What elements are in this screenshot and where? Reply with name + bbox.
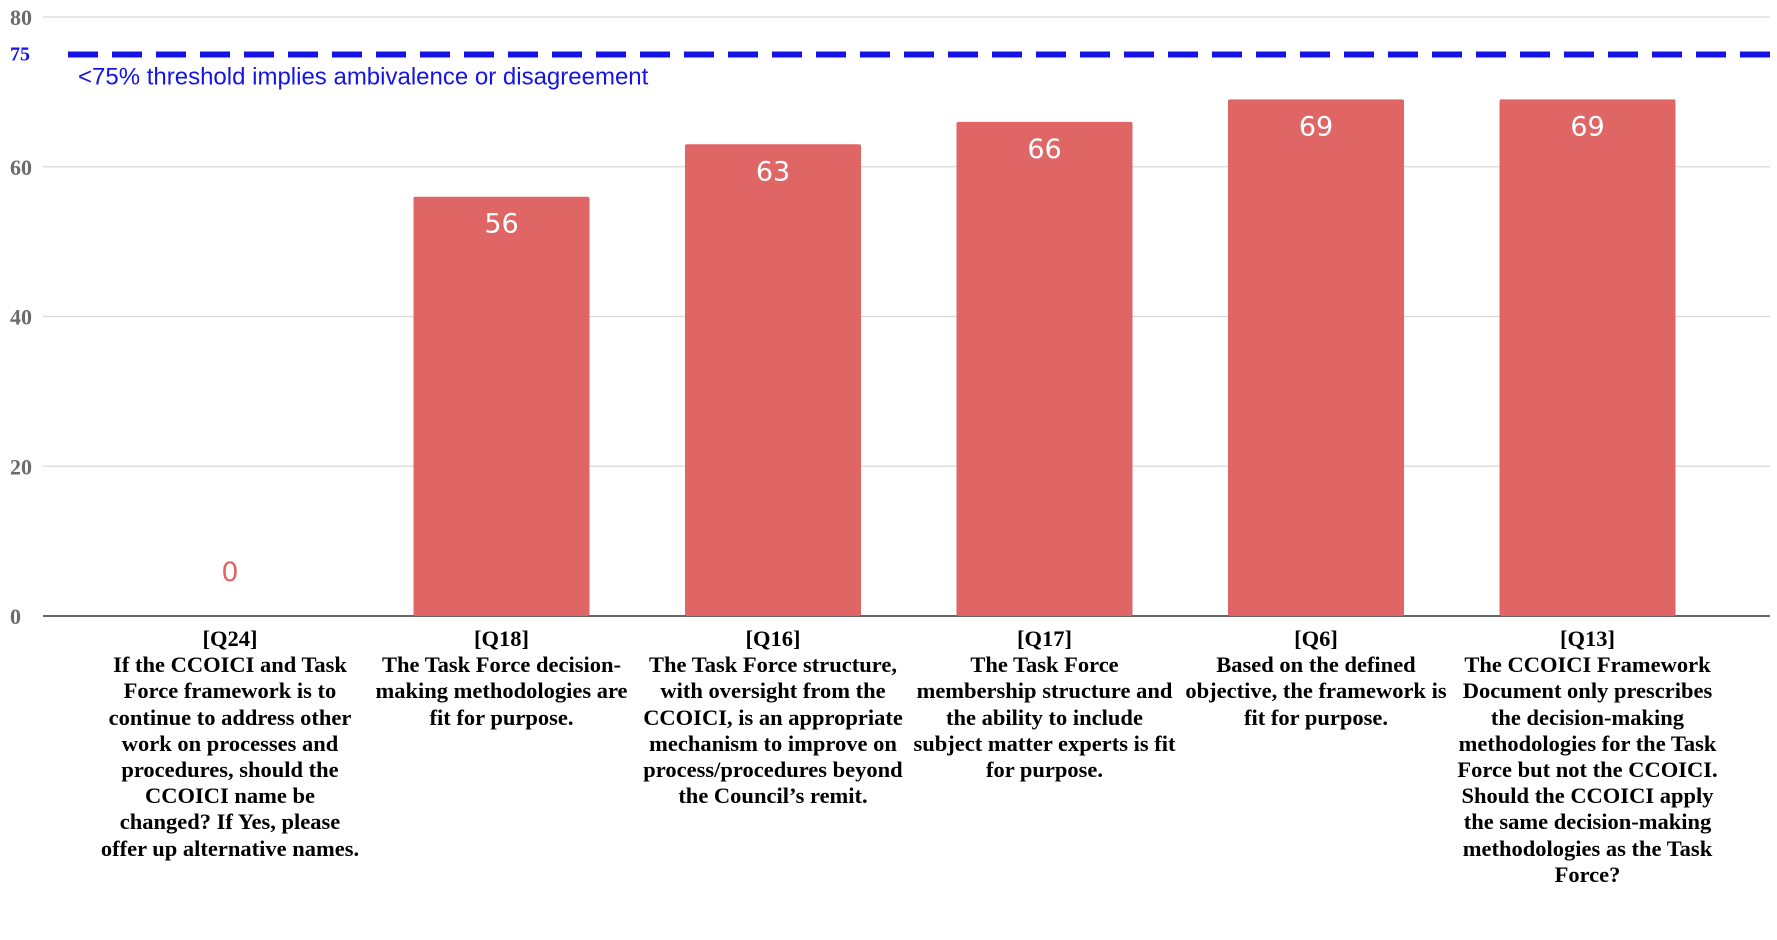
- data-label-1: 56: [484, 209, 518, 240]
- x-category-code: [Q17]: [1017, 626, 1072, 651]
- bar-3: [956, 121, 1133, 616]
- y-tick-label-20: 20: [10, 454, 32, 479]
- x-category-code: [Q24]: [202, 626, 258, 651]
- threshold-tick-label: 75: [10, 43, 30, 65]
- x-category-label-3: [Q17] The Task Force membership structure…: [914, 626, 1176, 783]
- x-category-label-0: [Q24] If the CCOICI and Task Force framew…: [99, 626, 361, 862]
- bar-5: [1499, 99, 1676, 617]
- data-label-5: 69: [1570, 111, 1604, 142]
- x-category-label-5: [Q13] The CCOICI Framework Document only …: [1457, 626, 1719, 888]
- y-tick-label-60: 60: [10, 155, 32, 180]
- bar-1: [413, 196, 590, 616]
- y-tick-label-80: 80: [10, 5, 32, 30]
- data-label-2: 63: [756, 156, 790, 187]
- x-category-code: [Q13]: [1560, 626, 1615, 651]
- bar-4: [1228, 99, 1404, 617]
- x-category-code: [Q6]: [1294, 626, 1338, 651]
- x-category-code: [Q16]: [745, 626, 801, 651]
- threshold-label: <75% threshold implies ambivalence or di…: [78, 63, 649, 90]
- gridlines: [43, 16, 1770, 617]
- data-label-4: 69: [1299, 111, 1333, 142]
- x-category-label-4: [Q6] Based on the defined objective, the …: [1185, 626, 1447, 731]
- data-label-3: 66: [1027, 134, 1061, 165]
- threshold: 75 <75% threshold implies ambivalence or …: [10, 43, 1770, 90]
- x-category-text: The Task Force decision-making methodolo…: [375, 652, 628, 730]
- y-tick-label-0: 0: [10, 604, 21, 629]
- x-category-code: [Q18]: [474, 626, 529, 651]
- bar-2: [685, 144, 861, 616]
- x-category-text: If the CCOICI and Task Force framework i…: [100, 652, 360, 861]
- y-tick-label-40: 40: [10, 305, 32, 330]
- x-category-text: The Task Force membership structure and …: [913, 652, 1176, 783]
- data-labels: 0 56 63 66 69 69: [221, 111, 1604, 588]
- x-category-text: Based on the defined objective, the fram…: [1185, 652, 1447, 730]
- x-category-text: The Task Force structure, with oversight…: [643, 652, 903, 809]
- y-axis-ticks: 0 20 40 60 80: [10, 5, 32, 629]
- x-category-label-1: [Q18] The Task Force decision-making meth…: [371, 626, 633, 731]
- bars: [413, 99, 1676, 617]
- data-label-0: 0: [221, 557, 238, 588]
- x-category-label-2: [Q16] The Task Force structure, with over…: [642, 626, 904, 809]
- x-category-text: The CCOICI Framework Document only presc…: [1457, 652, 1718, 887]
